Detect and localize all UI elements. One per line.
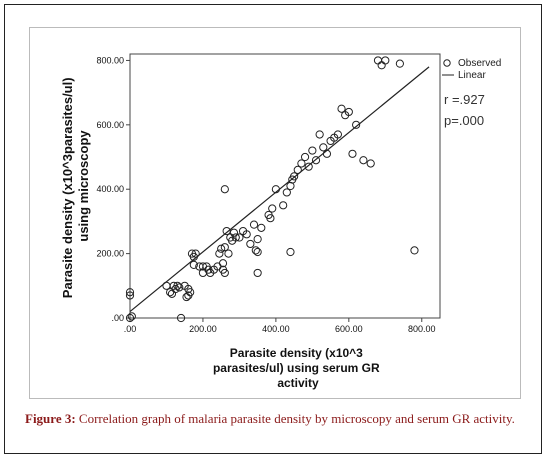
data-point <box>249 220 259 229</box>
data-point <box>344 107 353 117</box>
y-axis-title-line-2: using microscopy <box>76 130 91 242</box>
data-point <box>381 56 390 65</box>
data-point <box>218 259 228 268</box>
data-point <box>279 201 288 210</box>
data-point <box>242 230 251 239</box>
data-point <box>231 233 240 242</box>
y-tick-label: 600.00 <box>96 120 124 130</box>
x-tick-label: 600.00 <box>335 324 363 334</box>
data-point <box>125 291 135 300</box>
figure-caption: Figure 3: Correlation graph of malaria p… <box>25 410 535 427</box>
data-point <box>189 260 198 269</box>
y-tick-label: .00 <box>111 313 124 323</box>
data-point <box>395 59 404 68</box>
data-point <box>366 159 375 168</box>
data-point <box>257 223 266 232</box>
data-point <box>410 246 419 255</box>
y-tick-label: 800.00 <box>96 55 124 65</box>
y-tick-label: 400.00 <box>96 184 124 194</box>
data-point <box>333 130 342 139</box>
data-point <box>319 143 328 152</box>
x-axis-title: Parasite density (x10^3 parasites/ul) us… <box>213 346 383 390</box>
data-point <box>253 235 262 244</box>
legend: Observed Linear <box>442 58 501 81</box>
data-point <box>253 268 262 278</box>
data-points <box>125 56 419 323</box>
correlation-r: r =.927 <box>444 92 485 107</box>
y-tick-label: 200.00 <box>96 249 124 259</box>
data-point <box>286 247 295 257</box>
data-point <box>215 249 224 258</box>
data-point <box>125 313 135 323</box>
data-point <box>308 146 317 155</box>
data-point <box>352 120 361 129</box>
legend-linear-label: Linear <box>458 70 486 81</box>
data-point <box>246 239 255 249</box>
data-point <box>220 185 229 194</box>
linear-fit-line <box>129 66 430 313</box>
plot-panel: .00 200.00 400.00 600.00 800.00 .00 200.00 400… <box>29 27 521 399</box>
data-point <box>235 233 244 242</box>
data-point <box>290 172 299 181</box>
data-point <box>176 313 186 323</box>
y-axis-title: Parasite density (x10^3parasites/ul) usi… <box>60 74 91 298</box>
x-axis-title-line-2: parasites/ul) using serum GR <box>213 361 380 375</box>
correlation-p: p=.000 <box>444 113 484 128</box>
data-point <box>253 247 262 257</box>
data-point <box>220 268 229 278</box>
x-tick-label: 400.00 <box>262 324 290 334</box>
plot-area <box>129 53 441 319</box>
y-axis-ticks: .00 200.00 400.00 600.00 800.00 <box>96 55 130 323</box>
data-point <box>175 283 184 292</box>
x-tick-label: 200.00 <box>189 324 217 334</box>
data-point <box>311 156 321 165</box>
data-point <box>300 152 310 162</box>
figure-frame: .00 200.00 400.00 600.00 800.00 .00 200.00 400… <box>4 4 542 454</box>
caption-label: Figure 3: <box>25 411 76 426</box>
data-point <box>304 162 313 171</box>
data-point <box>315 130 324 139</box>
data-point <box>125 288 135 297</box>
legend-observed-marker <box>443 59 451 67</box>
data-point <box>186 288 195 297</box>
data-point <box>217 244 226 253</box>
data-point <box>127 312 136 321</box>
data-point <box>251 246 260 255</box>
data-point <box>297 159 306 168</box>
data-point <box>348 149 357 158</box>
legend-observed-label: Observed <box>458 58 501 69</box>
x-axis-title-line-3: activity <box>277 376 319 390</box>
data-point <box>268 204 277 213</box>
x-axis-ticks: .00 200.00 400.00 600.00 800.00 <box>124 318 436 334</box>
data-point <box>293 165 302 175</box>
caption-text: Correlation graph of malaria parasite de… <box>78 411 515 426</box>
data-point <box>229 228 239 237</box>
data-point <box>220 243 229 252</box>
x-axis-title-line-1: Parasite density (x10^3 <box>230 346 363 360</box>
data-point <box>266 214 275 223</box>
data-point <box>224 249 233 258</box>
x-tick-label: 800.00 <box>408 324 436 334</box>
x-tick-label: .00 <box>124 324 137 334</box>
data-point <box>282 188 291 197</box>
data-point <box>337 104 346 113</box>
scatter-chart: .00 200.00 400.00 600.00 800.00 .00 200.00 400… <box>60 53 501 390</box>
y-axis-title-line-1: Parasite density (x10^3parasites/ul) <box>60 77 75 298</box>
data-point <box>359 156 368 165</box>
